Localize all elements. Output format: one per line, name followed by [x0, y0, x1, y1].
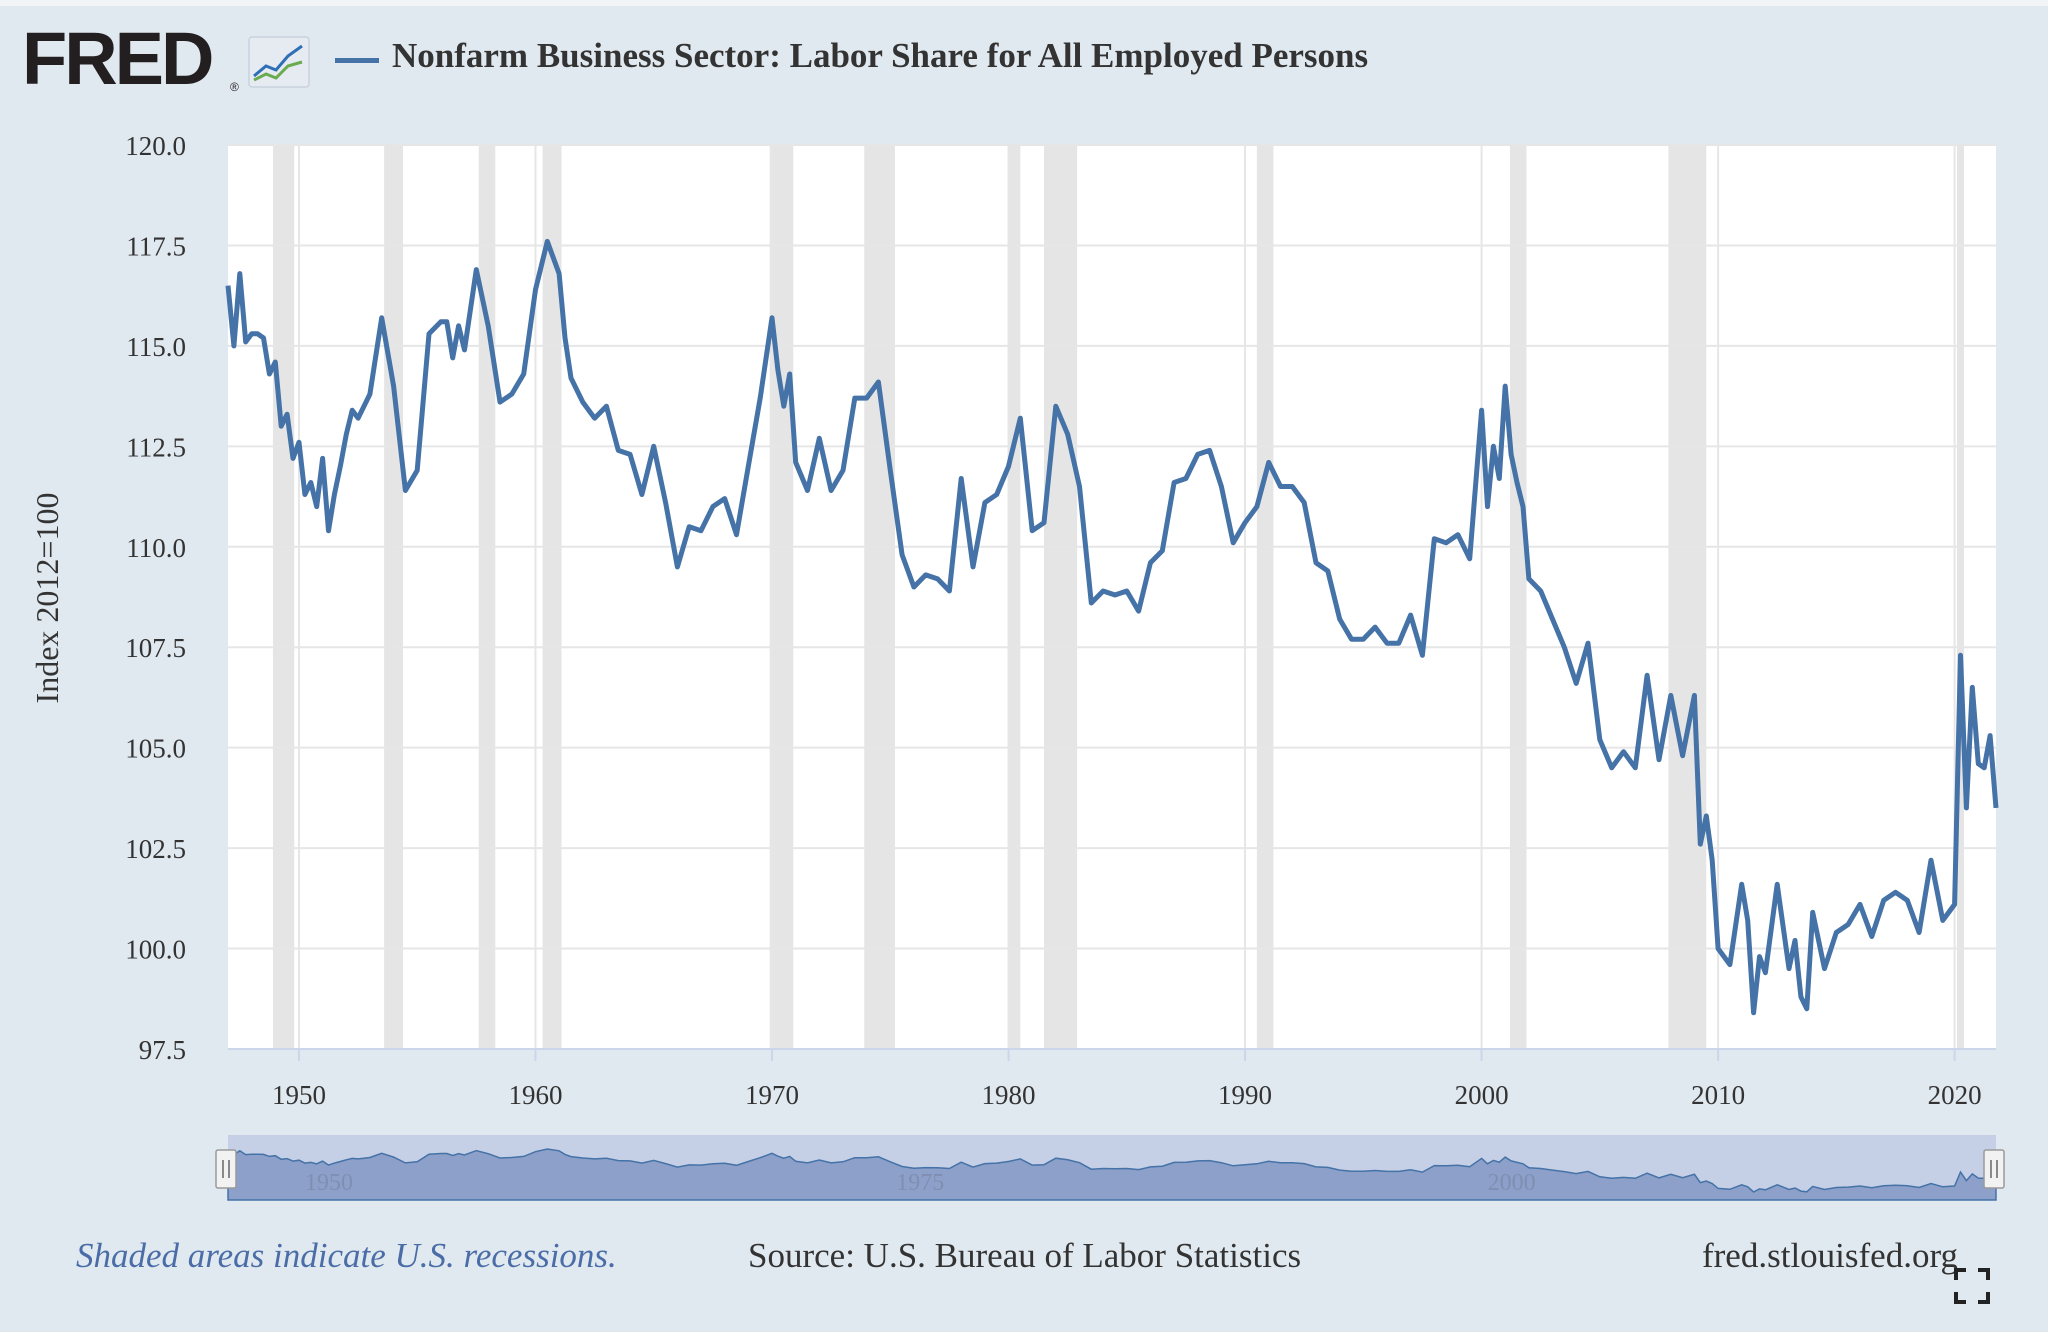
recession-band	[384, 145, 404, 1049]
line-chart: 97.5 100.0 102.5 105.0 107.5 110.0 112.5 115.0 1…	[29, 131, 2005, 1201]
range-navigator[interactable]: 1950 1975 2000	[215, 1135, 2005, 1201]
recession-note: Shaded areas indicate U.S. recessions.	[76, 1236, 617, 1275]
y-tick-label: 102.5	[125, 834, 186, 864]
y-tick-label: 97.5	[139, 1035, 186, 1065]
navigator-handle-right[interactable]	[1983, 1149, 2005, 1189]
x-tick-label: 1980	[982, 1080, 1036, 1110]
chart-header: FRED ® Nonfarm Business Sector: Labor Sh…	[22, 22, 2022, 98]
y-tick-label: 115.0	[126, 332, 186, 362]
x-tick-label: 1990	[1218, 1080, 1272, 1110]
x-tick-label: 1950	[272, 1080, 326, 1110]
recession-band	[1008, 145, 1021, 1049]
fred-logo-registered-mark: ®	[230, 80, 239, 94]
series-line	[225, 238, 1999, 1016]
y-tick-label: 112.5	[126, 432, 186, 462]
navigator-year-labels: 1950 1975 2000	[305, 1170, 1536, 1196]
y-axis-label: Index 2012=100	[29, 493, 65, 704]
x-axis-ticks: 1950 1960 1970 1980 1990 2000 2010 2020	[228, 1048, 1996, 1110]
chart-title: Nonfarm Business Sector: Labor Share for…	[392, 36, 1369, 75]
navigator-year-label: 2000	[1488, 1170, 1536, 1196]
navigator-year-label: 1975	[896, 1170, 944, 1196]
x-tick-label: 2020	[1928, 1080, 1982, 1110]
recession-band	[864, 145, 895, 1049]
recession-band	[1509, 145, 1527, 1049]
fred-url-link[interactable]: fred.stlouisfed.org	[1702, 1236, 1958, 1275]
recession-band	[1956, 145, 1965, 1049]
range-handle-icon[interactable]	[215, 1149, 237, 1189]
fred-graph-icon	[248, 36, 310, 88]
fullscreen-icon[interactable]	[1952, 1266, 1992, 1306]
range-handle-icon[interactable]	[1983, 1149, 2005, 1189]
recession-band	[1256, 145, 1274, 1049]
source-text: Source: U.S. Bureau of Labor Statistics	[748, 1236, 1302, 1275]
x-tick-label: 1970	[745, 1080, 799, 1110]
recession-band	[272, 145, 295, 1049]
navigator-handle-left[interactable]	[215, 1149, 237, 1189]
x-tick-label: 2000	[1455, 1080, 1509, 1110]
navigator-year-label: 1950	[305, 1170, 353, 1196]
x-tick-label: 2010	[1691, 1080, 1745, 1110]
y-axis-ticks: 97.5 100.0 102.5 105.0 107.5 110.0 112.5 115.0 1…	[125, 131, 186, 1065]
recession-band	[1668, 145, 1707, 1049]
recession-band	[478, 145, 496, 1049]
navigator-area	[227, 1148, 1997, 1201]
y-tick-label: 105.0	[125, 734, 186, 764]
recession-band	[1044, 145, 1078, 1049]
y-tick-label: 120.0	[125, 131, 186, 161]
x-tick-label: 1960	[508, 1080, 562, 1110]
y-tick-label: 110.0	[126, 533, 186, 563]
top-strip	[0, 0, 2048, 6]
recession-band	[542, 145, 562, 1049]
legend-line-swatch	[335, 58, 379, 63]
y-tick-label: 107.5	[125, 633, 186, 663]
recession-band	[769, 145, 794, 1049]
y-tick-label: 117.5	[126, 231, 186, 261]
recession-shading	[272, 145, 1965, 1049]
y-tick-label: 100.0	[125, 935, 186, 965]
fred-logo-text: FRED	[22, 17, 214, 100]
